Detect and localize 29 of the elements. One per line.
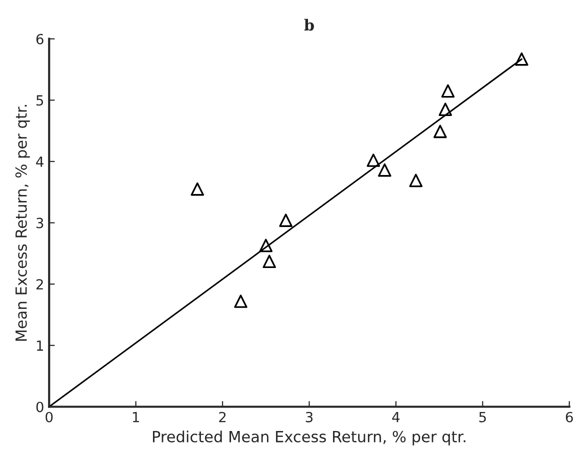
y-tick-label: 0 <box>36 402 44 412</box>
point <box>434 124 447 138</box>
chart-title: b <box>304 18 314 31</box>
x-tick-label: 2 <box>219 412 226 422</box>
y-tick-label: 4 <box>36 156 44 167</box>
point <box>515 52 528 66</box>
y-tick-label: 3 <box>36 218 44 228</box>
point <box>234 294 248 308</box>
y-tick-label: 1 <box>36 340 43 351</box>
point <box>279 214 292 227</box>
point <box>190 182 204 196</box>
y-tick-label: 2 <box>36 279 43 290</box>
x-tick-label: 1 <box>132 412 139 422</box>
point <box>378 163 392 177</box>
x-axis-title: Predicted Mean Excess Return, % per qtr. <box>152 430 466 446</box>
x-tick-label: 0 <box>46 412 53 422</box>
y-tick-label: 5 <box>36 95 44 106</box>
x-tick-label: 6 <box>566 412 573 422</box>
point <box>409 174 423 188</box>
point <box>366 154 380 167</box>
x-tick-label: 5 <box>479 412 486 422</box>
point <box>441 84 455 98</box>
x-tick-label: 4 <box>392 412 400 422</box>
x-tick-label: 3 <box>306 412 313 422</box>
point <box>262 254 276 268</box>
y-axis-title: Mean Excess Return, % per qtr. <box>15 104 30 341</box>
point <box>438 102 452 116</box>
y-tick-label: 6 <box>36 34 44 44</box>
point <box>259 238 273 252</box>
